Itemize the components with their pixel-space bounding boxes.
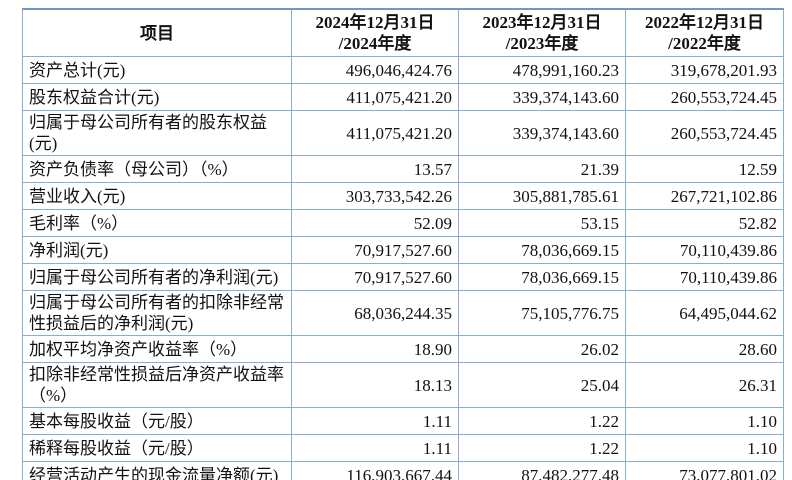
value-2022: 73,077,801.02 bbox=[625, 461, 784, 480]
table-header-row: 项目 2024年12月31日 /2024年度 2023年12月31日 /2023… bbox=[22, 8, 784, 57]
header-period-2022-date: 2022年12月31日 bbox=[645, 13, 764, 32]
value-2024: 411,075,421.20 bbox=[291, 83, 459, 111]
row-label: 经营活动产生的现金流量净额(元) bbox=[22, 461, 292, 480]
header-period-2024: 2024年12月31日 /2024年度 bbox=[291, 8, 459, 57]
header-period-2022: 2022年12月31日 /2022年度 bbox=[625, 8, 784, 57]
value-2022: 26.31 bbox=[625, 362, 784, 408]
value-2024: 70,917,527.60 bbox=[291, 236, 459, 264]
table-row: 经营活动产生的现金流量净额(元) 116,903,667.44 87,482,2… bbox=[22, 461, 784, 480]
value-2024: 303,733,542.26 bbox=[291, 182, 459, 210]
row-label: 扣除非经常性损益后净资产收益率（%） bbox=[22, 362, 292, 408]
header-period-2023: 2023年12月31日 /2023年度 bbox=[458, 8, 626, 57]
value-2024: 13.57 bbox=[291, 155, 459, 183]
value-2022: 70,110,439.86 bbox=[625, 236, 784, 264]
row-label: 稀释每股收益（元/股） bbox=[22, 434, 292, 462]
value-2022: 12.59 bbox=[625, 155, 784, 183]
value-2023: 1.22 bbox=[458, 407, 626, 435]
table-row: 加权平均净资产收益率（%） 18.90 26.02 28.60 bbox=[22, 335, 784, 363]
value-2022: 1.10 bbox=[625, 407, 784, 435]
value-2023: 25.04 bbox=[458, 362, 626, 408]
value-2023: 1.22 bbox=[458, 434, 626, 462]
value-2023: 75,105,776.75 bbox=[458, 290, 626, 336]
value-2023: 339,374,143.60 bbox=[458, 83, 626, 111]
row-label: 基本每股收益（元/股） bbox=[22, 407, 292, 435]
table-row: 扣除非经常性损益后净资产收益率（%） 18.13 25.04 26.31 bbox=[22, 362, 784, 408]
table-row: 归属于母公司所有者的股东权益(元) 411,075,421.20 339,374… bbox=[22, 110, 784, 156]
value-2022: 1.10 bbox=[625, 434, 784, 462]
value-2024: 18.13 bbox=[291, 362, 459, 408]
value-2024: 1.11 bbox=[291, 434, 459, 462]
value-2024: 70,917,527.60 bbox=[291, 263, 459, 291]
header-period-2022-year: /2022年度 bbox=[668, 34, 741, 53]
row-label: 归属于母公司所有者的股东权益(元) bbox=[22, 110, 292, 156]
value-2022: 319,678,201.93 bbox=[625, 56, 784, 84]
value-2024: 1.11 bbox=[291, 407, 459, 435]
table-row: 营业收入(元) 303,733,542.26 305,881,785.61 26… bbox=[22, 182, 784, 210]
table-row: 毛利率（%） 52.09 53.15 52.82 bbox=[22, 209, 784, 237]
value-2022: 267,721,102.86 bbox=[625, 182, 784, 210]
value-2023: 26.02 bbox=[458, 335, 626, 363]
value-2022: 64,495,044.62 bbox=[625, 290, 784, 336]
value-2024: 496,046,424.76 bbox=[291, 56, 459, 84]
table-row: 稀释每股收益（元/股） 1.11 1.22 1.10 bbox=[22, 434, 784, 462]
value-2024: 116,903,667.44 bbox=[291, 461, 459, 480]
value-2024: 68,036,244.35 bbox=[291, 290, 459, 336]
row-label: 股东权益合计(元) bbox=[22, 83, 292, 111]
value-2022: 70,110,439.86 bbox=[625, 263, 784, 291]
header-period-2024-year: /2024年度 bbox=[338, 34, 412, 53]
value-2024: 411,075,421.20 bbox=[291, 110, 459, 156]
value-2024: 18.90 bbox=[291, 335, 459, 363]
row-label: 资产负债率（母公司）（%） bbox=[22, 155, 292, 183]
table-row: 归属于母公司所有者的扣除非经常性损益后的净利润(元) 68,036,244.35… bbox=[22, 290, 784, 336]
header-period-2023-year: /2023年度 bbox=[505, 34, 579, 53]
row-label: 归属于母公司所有者的净利润(元) bbox=[22, 263, 292, 291]
value-2023: 78,036,669.15 bbox=[458, 263, 626, 291]
row-label: 加权平均净资产收益率（%） bbox=[22, 335, 292, 363]
value-2023: 53.15 bbox=[458, 209, 626, 237]
value-2022: 260,553,724.45 bbox=[625, 83, 784, 111]
row-label: 归属于母公司所有者的扣除非经常性损益后的净利润(元) bbox=[22, 290, 292, 336]
table-row: 净利润(元) 70,917,527.60 78,036,669.15 70,11… bbox=[22, 236, 784, 264]
header-period-2024-date: 2024年12月31日 bbox=[315, 13, 435, 32]
row-label: 资产总计(元) bbox=[22, 56, 292, 84]
value-2022: 28.60 bbox=[625, 335, 784, 363]
value-2023: 478,991,160.23 bbox=[458, 56, 626, 84]
table-row: 归属于母公司所有者的净利润(元) 70,917,527.60 78,036,66… bbox=[22, 263, 784, 291]
row-label: 营业收入(元) bbox=[22, 182, 292, 210]
row-label: 毛利率（%） bbox=[22, 209, 292, 237]
value-2023: 87,482,277.48 bbox=[458, 461, 626, 480]
header-period-2023-date: 2023年12月31日 bbox=[482, 13, 602, 32]
value-2023: 339,374,143.60 bbox=[458, 110, 626, 156]
table-row: 股东权益合计(元) 411,075,421.20 339,374,143.60 … bbox=[22, 83, 784, 111]
value-2024: 52.09 bbox=[291, 209, 459, 237]
table-row: 资产总计(元) 496,046,424.76 478,991,160.23 31… bbox=[22, 56, 784, 84]
table-row: 资产负债率（母公司）（%） 13.57 21.39 12.59 bbox=[22, 155, 784, 183]
value-2023: 78,036,669.15 bbox=[458, 236, 626, 264]
row-label: 净利润(元) bbox=[22, 236, 292, 264]
value-2023: 305,881,785.61 bbox=[458, 182, 626, 210]
value-2023: 21.39 bbox=[458, 155, 626, 183]
financial-summary-table: 项目 2024年12月31日 /2024年度 2023年12月31日 /2023… bbox=[22, 8, 784, 480]
value-2022: 52.82 bbox=[625, 209, 784, 237]
value-2022: 260,553,724.45 bbox=[625, 110, 784, 156]
table-row: 基本每股收益（元/股） 1.11 1.22 1.10 bbox=[22, 407, 784, 435]
header-item-column: 项目 bbox=[22, 8, 292, 57]
